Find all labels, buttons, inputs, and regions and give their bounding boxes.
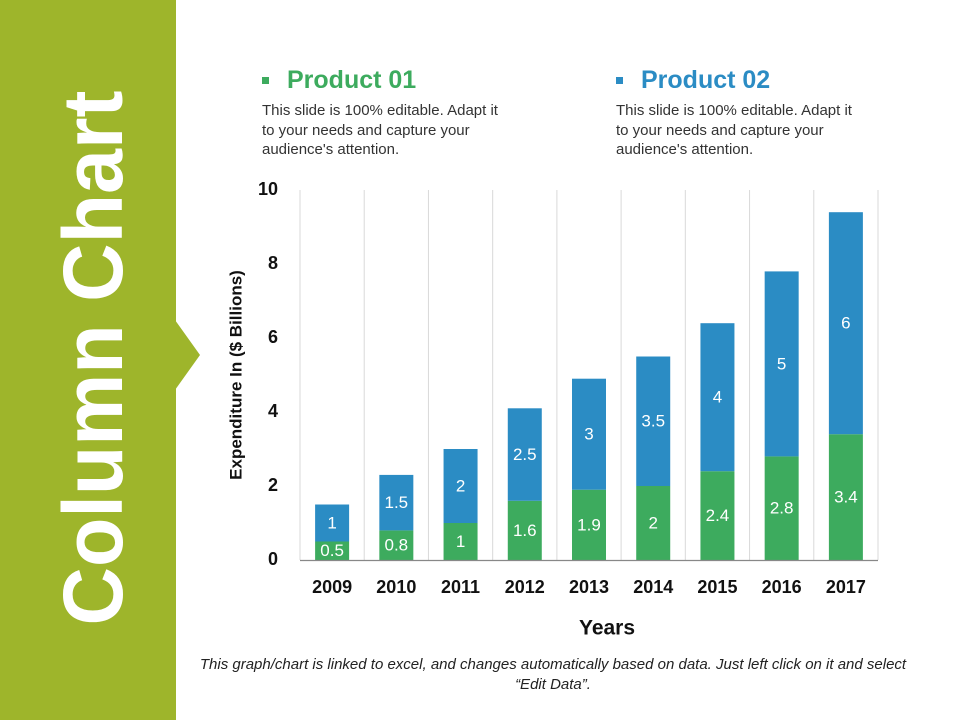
- bar-segment: [764, 271, 799, 457]
- bar-segment: [572, 378, 606, 490]
- legend-label: Product 02: [641, 66, 771, 94]
- data-label: 2: [456, 476, 465, 495]
- data-label: 5: [777, 354, 786, 373]
- legend-swatch: [616, 77, 623, 84]
- y-tick-label: 10: [258, 179, 278, 199]
- bar-segment: [443, 523, 478, 560]
- data-label: 2.5: [513, 445, 537, 464]
- data-label: 1: [327, 513, 336, 532]
- slide-title: Column Chart: [46, 91, 140, 626]
- bar-segment: [379, 530, 414, 560]
- bar-segment: [315, 541, 350, 560]
- x-tick-label: 2015: [697, 577, 737, 597]
- bar-segment: [507, 500, 542, 560]
- data-label: 1.5: [385, 493, 409, 512]
- y-tick-label: 4: [268, 401, 278, 421]
- footnote: This graph/chart is linked to excel, and…: [199, 656, 907, 693]
- bar-segment: [828, 212, 863, 435]
- data-label: 1.9: [577, 515, 601, 534]
- x-tick-label: 2016: [762, 577, 802, 597]
- data-label: 2.4: [706, 506, 730, 525]
- x-tick-label: 2014: [633, 577, 673, 597]
- legend-swatch: [262, 77, 269, 84]
- data-label: 3.5: [641, 412, 665, 431]
- legend-entry: Product 02: [616, 66, 770, 95]
- x-tick-label: 2017: [826, 577, 866, 597]
- legend-description: This slide is 100% editable. Adapt it to…: [262, 102, 498, 158]
- x-axis-title: Years: [579, 617, 635, 640]
- y-tick-label: 0: [268, 549, 278, 569]
- x-tick-label: 2012: [505, 577, 545, 597]
- legend-entry: Product 01: [262, 66, 416, 95]
- legend-label: Product 01: [287, 66, 417, 94]
- data-label: 6: [841, 314, 850, 333]
- bar-segment: [315, 504, 350, 542]
- bar-segment: [507, 408, 542, 501]
- y-tick-label: 6: [268, 327, 278, 347]
- bar-segment: [443, 449, 478, 523]
- data-label: 1: [456, 532, 465, 551]
- bar-segment: [828, 434, 863, 560]
- data-label: 4: [713, 388, 722, 407]
- data-label: 0.5: [320, 541, 344, 560]
- bar-segment: [700, 323, 735, 472]
- data-label: 1.6: [513, 521, 537, 540]
- legend-description: This slide is 100% editable. Adapt it to…: [616, 102, 852, 158]
- bar-segment: [636, 486, 671, 560]
- bar-segment: [700, 471, 735, 560]
- data-label: 3: [584, 425, 593, 444]
- y-tick-label: 2: [268, 475, 278, 495]
- side-panel: [0, 0, 176, 720]
- bar-segment: [379, 474, 414, 531]
- data-label: 2: [648, 513, 657, 532]
- data-label: 0.8: [385, 536, 409, 555]
- x-tick-label: 2011: [441, 577, 480, 597]
- plot-area: 0 2 4 6 8 10 2009 0.5 1 2010 0.8 1.5 2011 1 2 2012 1.6 2.…: [258, 179, 879, 597]
- x-tick-label: 2013: [569, 577, 609, 597]
- bar-segment: [572, 489, 606, 560]
- y-tick-label: 8: [268, 253, 278, 273]
- data-label: 3.4: [834, 488, 858, 507]
- data-label: 2.8: [770, 499, 794, 518]
- side-panel-notch: [175, 320, 200, 390]
- bar-segment: [636, 356, 671, 486]
- y-axis-title: Expenditure In ($ Billions): [226, 270, 245, 480]
- bar-segment: [764, 456, 799, 560]
- x-tick-label: 2009: [312, 577, 352, 597]
- x-tick-label: 2010: [376, 577, 416, 597]
